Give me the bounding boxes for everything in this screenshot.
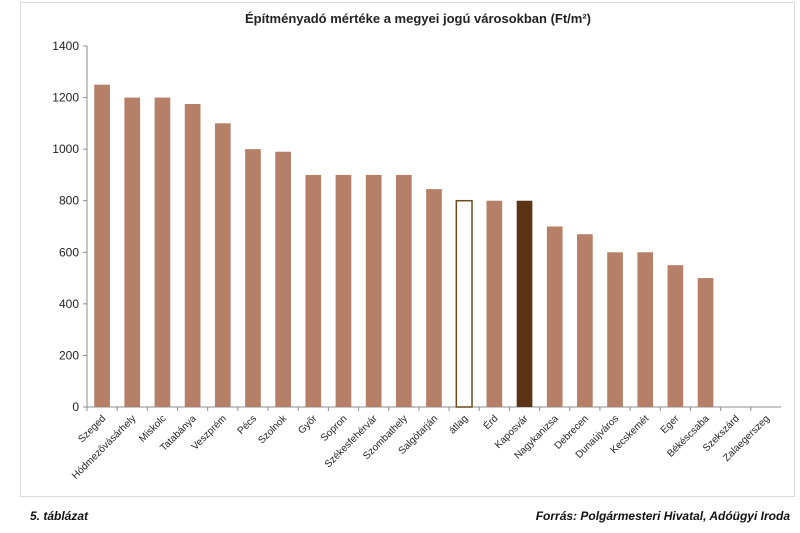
y-tick-label: 1000 — [52, 142, 79, 156]
chart-title: Építményadó mértéke a megyei jogú városo… — [245, 11, 591, 26]
x-axis-labels: SzegedHódmezővásárhelyMiskolcTatabányaVe… — [70, 407, 772, 482]
x-tick-label: Érd — [480, 412, 500, 432]
bar-8 — [335, 174, 352, 407]
y-tick-label: 400 — [59, 297, 79, 311]
table-label: 5. táblázat — [30, 509, 89, 523]
bar-4 — [214, 123, 231, 407]
bar-7 — [305, 174, 322, 407]
x-tick-label: átlag — [447, 413, 470, 436]
bar-14 — [516, 200, 533, 407]
bar-2 — [154, 97, 171, 408]
y-axis: 0 200 400 600 800 1000 1200 1400 — [52, 39, 781, 414]
bar-10 — [395, 174, 412, 407]
bar-19 — [667, 265, 684, 407]
x-tick-label: Eger — [659, 413, 682, 436]
bar-12 — [455, 199, 473, 408]
bar-0 — [94, 84, 110, 407]
x-tick-label: Szolnok — [256, 413, 290, 447]
bar-13 — [486, 200, 503, 407]
bar-3 — [184, 104, 201, 408]
bar-11 — [426, 189, 442, 407]
bar-20 — [697, 278, 714, 407]
bars — [94, 84, 714, 408]
chart-frame: Építményadó mértéke a megyei jogú városo… — [20, 2, 795, 497]
bar-15 — [546, 226, 563, 407]
y-tick-label: 1200 — [52, 91, 79, 105]
bar-18 — [637, 252, 654, 407]
y-tick-label: 200 — [59, 348, 79, 362]
bar-6 — [275, 151, 291, 407]
x-tick-label: Pécs — [236, 413, 260, 437]
x-tick-label: Székesfehérvár — [323, 413, 380, 470]
bar-17 — [607, 252, 623, 407]
y-tick-label: 600 — [59, 245, 79, 259]
bar-5 — [245, 149, 261, 407]
bar-16 — [577, 234, 593, 407]
x-tick-label: Győr — [296, 413, 320, 437]
source-note: Forrás: Polgármesteri Hivatal, Adóügyi I… — [535, 509, 790, 523]
y-tick-label: 1400 — [52, 39, 79, 53]
bar-9 — [365, 174, 382, 407]
y-tick-label: 0 — [72, 400, 79, 414]
bar-1 — [124, 97, 141, 408]
bar-chart: Építményadó mértéke a megyei jogú városo… — [52, 11, 781, 482]
y-tick-label: 800 — [59, 194, 79, 208]
